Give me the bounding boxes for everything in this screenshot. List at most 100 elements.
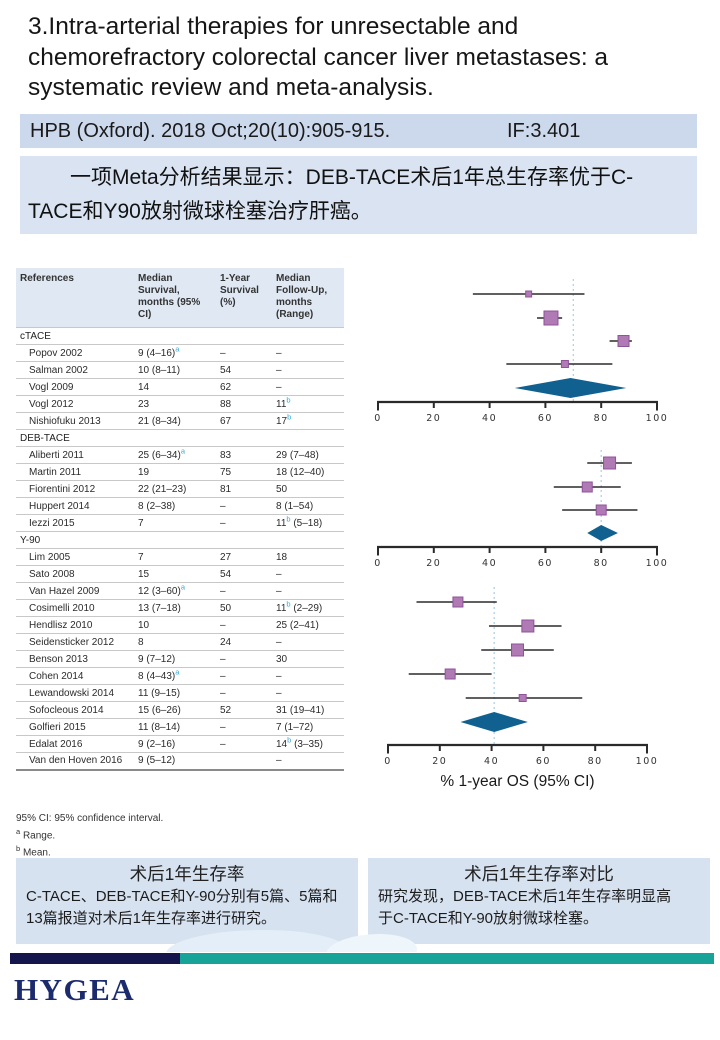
summary-line-2: TACE和Y90放射微球栓塞治疗肝癌。 xyxy=(28,200,372,223)
x-tick-label: 40 xyxy=(482,413,497,424)
study-name-cell: Iezzi 2015 xyxy=(16,514,134,532)
value-cell: 9 (2–16) xyxy=(134,735,216,753)
title-line-2: chemorefractory colorectal cancer liver … xyxy=(28,43,609,71)
journal-banner: HPB (Oxford). 2018 Oct;20(10):905-915. I… xyxy=(20,114,697,148)
study-marker xyxy=(416,596,497,608)
summary-line-1: 一项Meta分析结果显示：DEB-TACE术后1年总生存率优于C- xyxy=(70,166,634,189)
forest-plot-ctace: 0 20 40 60 80 100 xyxy=(374,279,667,424)
value-cell: – xyxy=(272,582,344,600)
value-cell: – xyxy=(272,565,344,583)
study-name-cell: Martin 2011 xyxy=(16,463,134,481)
page-title: 3.Intra-arterial therapies for unresecta… xyxy=(28,12,704,104)
table-row: Salman 2002 10 (8–11) 54– xyxy=(16,361,344,379)
table-row: Cohen 2014 8 (4–43)a – – xyxy=(16,667,344,685)
study-name-cell: Seidensticker 2012 xyxy=(16,633,134,651)
table-group-row: cTACE xyxy=(16,327,344,345)
study-name-cell: Golfieri 2015 xyxy=(16,718,134,736)
value-cell: 23 xyxy=(134,395,216,413)
table-header-cell: Median Survival, months (95% CI) xyxy=(134,268,216,328)
value-cell: 11 (8–14) xyxy=(134,718,216,736)
title-line-3: systematic review and meta-analysis. xyxy=(28,74,434,101)
table-row: Cosimelli 2010 13 (7–18) 50 11b (2–29) xyxy=(16,599,344,617)
table-row: Iezzi 2015 7–11b (5–18) xyxy=(16,514,344,532)
footer-bar-navy xyxy=(10,953,180,964)
table-row: Golfieri 2015 11 (8–14) –7 (1–72) xyxy=(16,718,344,736)
forest-plot-deb-tace: 0 20 40 60 80 100 xyxy=(374,450,667,569)
value-cell: – xyxy=(216,616,272,634)
value-cell: – xyxy=(272,633,344,651)
note-box-comparison: 术后1年生存率对比 研究发现，DEB-TACE术后1年生存率明显高 于C-TAC… xyxy=(368,858,710,944)
note-line: 研究发现，DEB-TACE术后1年生存率明显高 xyxy=(378,888,672,905)
value-cell: 18 (12–40) xyxy=(272,463,344,481)
value-cell: 83 xyxy=(216,446,272,464)
value-cell: 30 xyxy=(272,650,344,668)
value-cell: 9 (5–12) xyxy=(134,752,216,771)
x-tick-label: 40 xyxy=(484,756,499,767)
value-cell: – xyxy=(272,361,344,379)
x-tick-label: 20 xyxy=(432,756,447,767)
value-cell: 14 xyxy=(134,378,216,396)
study-name-cell: Aliberti 2011 xyxy=(16,446,134,464)
summary-diamond xyxy=(587,525,618,541)
value-cell: 8 (1–54) xyxy=(272,497,344,515)
value-cell: 75 xyxy=(216,463,272,481)
value-cell: 52 xyxy=(216,701,272,719)
study-marker xyxy=(465,694,583,702)
table-row: Hendlisz 2010 10–25 (2–41) xyxy=(16,616,344,634)
value-cell: – xyxy=(272,752,344,771)
study-marker xyxy=(609,335,632,347)
value-cell: 50 xyxy=(272,480,344,498)
study-name-cell: Fiorentini 2012 xyxy=(16,480,134,498)
table-row: Seidensticker 2012 8 24– xyxy=(16,633,344,651)
x-tick-label: 80 xyxy=(594,413,609,424)
study-name-cell: Cosimelli 2010 xyxy=(16,599,134,617)
table-row: Aliberti 2011 25 (6–34)a 83 29 (7–48) xyxy=(16,446,344,464)
study-name-cell: Huppert 2014 xyxy=(16,497,134,515)
note-title: 术后1年生存率 xyxy=(129,864,245,884)
value-cell: 13 (7–18) xyxy=(134,599,216,617)
study-name-cell: Vogl 2009 xyxy=(16,378,134,396)
x-tick-label: 60 xyxy=(538,558,553,569)
x-tick-label: 60 xyxy=(538,413,553,424)
note-line: 于C-TACE和Y-90放射微球栓塞。 xyxy=(378,909,599,927)
study-marker xyxy=(537,310,563,326)
study-name-cell: Nishiofuku 2013 xyxy=(16,412,134,430)
value-cell: 15 xyxy=(134,565,216,583)
hygea-logo: HYGEA xyxy=(14,972,136,1007)
x-tick-label: 20 xyxy=(426,413,441,424)
table-group-row: Y-90 xyxy=(16,531,344,549)
value-cell: – xyxy=(272,378,344,396)
value-cell: 22 (21–23) xyxy=(134,480,216,498)
table-footnotes: 95% CI: 95% confidence interval. a Range.… xyxy=(16,812,163,860)
study-name-cell: Salman 2002 xyxy=(16,361,134,379)
value-cell: – xyxy=(272,667,344,685)
table-row: Sofocleous 2014 15 (6–26) 52 31 (19–41) xyxy=(16,701,344,719)
value-cell: 17b xyxy=(272,412,344,430)
forest-plots: 0 20 40 60 80 100 0 20 40 60 80 100 0 20 40 60 80 100 % 1-… xyxy=(374,279,667,790)
study-marker xyxy=(553,481,621,493)
forest-plot-y-90: 0 20 40 60 80 100 % 1-year OS (95% CI) xyxy=(384,587,657,790)
value-cell: 54 xyxy=(216,361,272,379)
x-axis-title: % 1-year OS (95% CI) xyxy=(440,773,594,790)
value-cell: 9 (7–12) xyxy=(134,650,216,668)
study-name-cell: Cohen 2014 xyxy=(16,667,134,685)
study-marker xyxy=(506,360,613,368)
value-cell: – xyxy=(216,735,272,753)
note-box-survival: 术后1年生存率 C-TACE、DEB-TACE和Y-90分别有5篇、5篇和 13… xyxy=(16,858,358,944)
value-cell: – xyxy=(216,718,272,736)
x-tick-label: 20 xyxy=(426,558,441,569)
summary-diamond xyxy=(514,378,627,398)
note-title: 术后1年生存率对比 xyxy=(464,864,614,884)
x-tick-label: 60 xyxy=(536,756,551,767)
table-row: Popov 2002 9 (4–16)a – – xyxy=(16,344,344,362)
value-cell: 19 xyxy=(134,463,216,481)
impact-factor: IF:3.401 xyxy=(507,120,581,142)
table-row: Lim 2005 7 27 18 xyxy=(16,548,344,566)
value-cell: – xyxy=(216,684,272,702)
table-header-cell: References xyxy=(16,268,134,328)
references-table: References Median Survival, months (95% C… xyxy=(16,268,344,771)
value-cell: 27 xyxy=(216,548,272,566)
table-row: Vogl 2012 23 88 11b xyxy=(16,395,344,413)
table-row: Nishiofuku 2013 21 (8–34) 67 17b xyxy=(16,412,344,430)
value-cell: – xyxy=(216,582,272,600)
